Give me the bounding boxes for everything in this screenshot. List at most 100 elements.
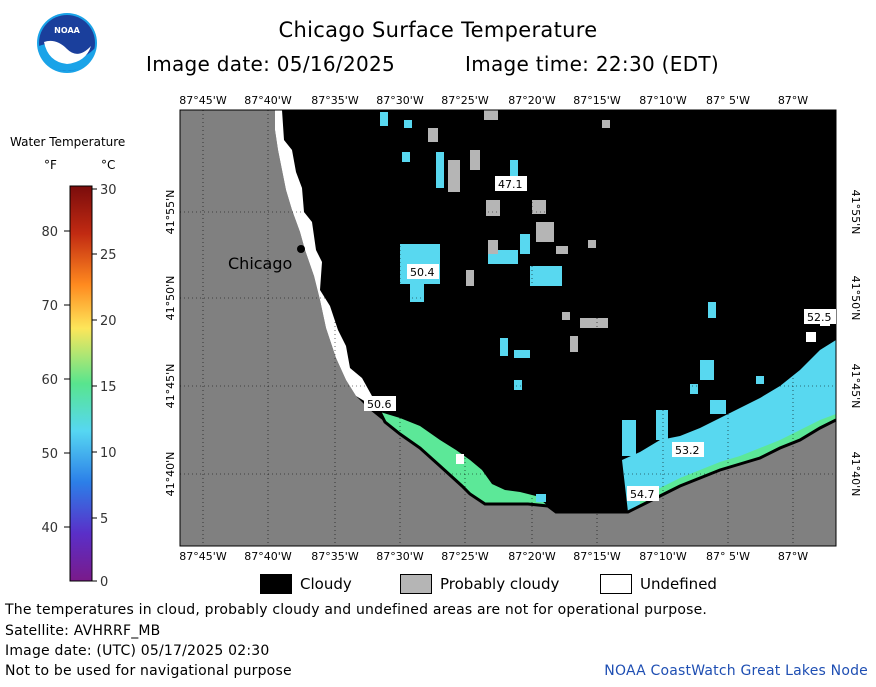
lon-label-bottom: 87°45'W: [179, 550, 227, 563]
lat-labels-left: 41°55'N 41°50'N 41°45'N 41°40'N: [164, 190, 177, 497]
probably-cloudy-patch: [484, 110, 498, 120]
lon-label-top: 87°W: [778, 94, 808, 107]
temp-label-bg: [364, 396, 396, 411]
page-title: Chicago Surface Temperature: [278, 18, 598, 42]
lon-label-bottom: 87°30'W: [376, 550, 424, 563]
c-tick-label: 15: [100, 380, 117, 395]
undefined-speck: [456, 454, 464, 464]
temp-label-bg: [495, 176, 527, 191]
lon-label-top: 87°20'W: [508, 94, 556, 107]
noaa-logo-icon: [37, 13, 97, 73]
lat-label-right: 41°55'N: [849, 190, 862, 235]
temp-label: 50.6: [367, 398, 392, 411]
lon-label-bottom: 87°20'W: [508, 550, 556, 563]
temp-label: 50.4: [410, 266, 435, 279]
cool-patch: [514, 350, 530, 358]
lat-label-left: 41°40'N: [164, 452, 177, 497]
cool-patch: [520, 234, 530, 254]
lon-labels-bottom: 87°45'W 87°40'W 87°35'W 87°30'W 87°25'W 87°20…: [179, 550, 808, 563]
lat-label-right: 41°45'N: [849, 364, 862, 409]
lat-label-left: 41°50'N: [164, 276, 177, 321]
probably-cloudy-patches: [428, 110, 610, 352]
credit: NOAA CoastWatch Great Lakes Node: [604, 663, 868, 679]
undefined-swatch: [600, 574, 632, 594]
lon-label-bottom: 87°W: [778, 550, 808, 563]
map-area: [180, 110, 836, 546]
probably-cloudy-patch: [562, 312, 570, 320]
temp-label: 52.5: [807, 311, 832, 324]
image-time: Image time: 22:30 (EDT): [465, 52, 720, 76]
lat-label-left: 41°45'N: [164, 364, 177, 409]
cool-patch: [700, 360, 714, 380]
cool-water-southeast: [622, 340, 836, 512]
lon-label-top: 87° 5'W: [706, 94, 750, 107]
disclaimer: The temperatures in cloud, probably clou…: [5, 602, 708, 618]
lake-cloudy-area: [275, 110, 836, 512]
lon-labels-top: 87°45'W 87°40'W 87°35'W 87°30'W 87°25'W 87°20…: [179, 94, 808, 107]
probably-cloudy-patch: [570, 336, 578, 352]
f-tick-label: 70: [41, 299, 58, 314]
c-tick-label: 0: [100, 575, 108, 590]
navigation-note: Not to be used for navigational purpose: [5, 663, 292, 679]
probably-cloudy-patch: [486, 200, 500, 216]
lat-labels-right: 41°55'N 41°50'N 41°45'N 41°40'N: [849, 190, 862, 497]
key-cloudy: Cloudy: [260, 574, 352, 594]
cool-patch: [708, 302, 716, 318]
lon-label-bottom: 87°15'W: [573, 550, 621, 563]
probably-cloudy-label: Probably cloudy: [440, 575, 560, 593]
temp-label-bg: [627, 486, 659, 501]
coastline: [370, 395, 836, 514]
temp-label: 53.2: [675, 444, 700, 457]
lon-label-top: 87°15'W: [573, 94, 621, 107]
lon-label-bottom: 87° 5'W: [706, 550, 750, 563]
c-tick-label: 20: [100, 314, 117, 329]
cool-patch: [656, 410, 668, 440]
cool-patch: [514, 380, 522, 390]
cool-patch: [380, 112, 388, 126]
f-tick-label: 60: [41, 373, 58, 388]
c-tick-label: 10: [100, 446, 117, 461]
undefined-label: Undefined: [640, 575, 717, 593]
cool-patch: [402, 152, 410, 162]
cool-patch: [536, 494, 546, 502]
cool-patch: [510, 160, 518, 190]
noaa-logo: NOAA: [36, 12, 98, 74]
probably-cloudy-patch: [536, 222, 554, 242]
c-tick-label: 5: [100, 512, 108, 527]
cool-patch: [500, 338, 508, 356]
chicago-marker: [297, 245, 305, 253]
warm-water-southeast-edge: [640, 414, 836, 506]
lat-label-left: 41°55'N: [164, 190, 177, 235]
cool-patch: [410, 284, 424, 302]
f-tick-label: 80: [41, 225, 58, 240]
cool-patch: [756, 376, 764, 384]
probably-cloudy-patch: [470, 150, 480, 170]
f-tick-label: 40: [41, 521, 58, 536]
c-tick-label: 30: [100, 183, 117, 198]
f-tick-label: 50: [41, 447, 58, 462]
temp-label-bg: [407, 264, 439, 279]
temp-label: 47.1: [498, 178, 523, 191]
legend-title: Water Temperature: [10, 135, 126, 149]
undefined-coastal-fringe: [275, 110, 372, 402]
image-date: Image date: 05/16/2025: [146, 52, 396, 76]
lon-label-top: 87°40'W: [244, 94, 292, 107]
probably-cloudy-patch: [488, 240, 498, 254]
lon-label-top: 87°10'W: [639, 94, 687, 107]
unit-fahrenheit: °F: [44, 158, 57, 172]
lon-label-top: 87°25'W: [441, 94, 489, 107]
cool-patch: [530, 266, 562, 286]
key-probably-cloudy: Probably cloudy: [400, 574, 559, 594]
lon-label-top: 87°45'W: [179, 94, 227, 107]
cool-patch: [436, 152, 444, 188]
temp-label-bg: [672, 442, 704, 457]
probably-cloudy-patch: [588, 240, 596, 248]
temp-label-bg: [804, 309, 836, 324]
lon-label-bottom: 87°35'W: [311, 550, 359, 563]
map-grid: [180, 110, 836, 546]
utc-date: Image date: (UTC) 05/17/2025 02:30: [5, 643, 270, 659]
lon-label-bottom: 87°25'W: [441, 550, 489, 563]
lon-label-bottom: 87°10'W: [639, 550, 687, 563]
